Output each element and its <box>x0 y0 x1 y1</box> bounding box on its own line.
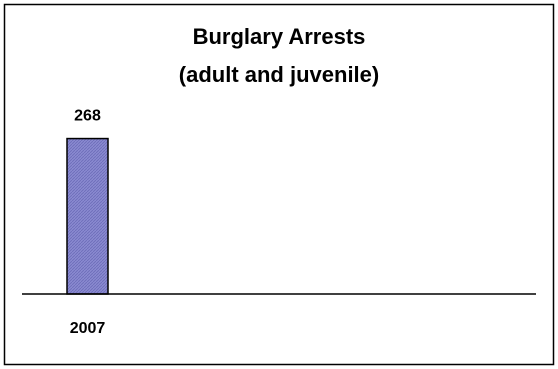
bar-2007 <box>66 137 109 295</box>
chart-title-line-2: (adult and juvenile) <box>179 62 379 87</box>
x-tick-label-2007: 2007 <box>70 320 106 337</box>
bars-group: 268 2007 <box>66 108 109 337</box>
data-label-2007: 268 <box>74 108 101 125</box>
chart-title-line-1: Burglary Arrests <box>193 24 366 49</box>
